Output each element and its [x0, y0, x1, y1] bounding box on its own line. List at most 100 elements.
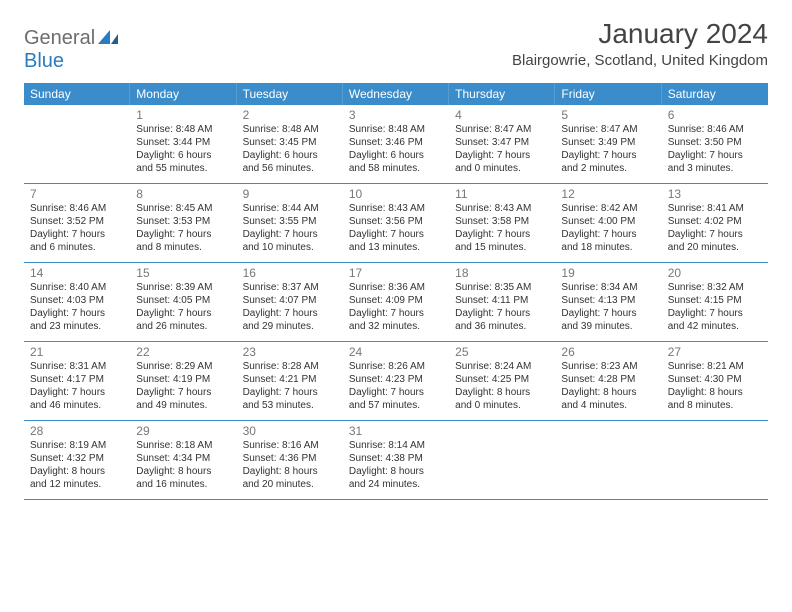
daylight-text: Daylight: 8 hours and 8 minutes.	[668, 387, 762, 413]
sunset-text: Sunset: 4:17 PM	[30, 374, 124, 387]
daylight-text: Daylight: 8 hours and 0 minutes.	[455, 387, 549, 413]
daylight-text: Daylight: 7 hours and 26 minutes.	[136, 308, 230, 334]
sunset-text: Sunset: 4:23 PM	[349, 374, 443, 387]
calendar-cell: 24Sunrise: 8:26 AMSunset: 4:23 PMDayligh…	[343, 342, 449, 420]
page-title: January 2024	[512, 18, 768, 50]
sunset-text: Sunset: 3:45 PM	[243, 137, 337, 150]
weeks-container: 1Sunrise: 8:48 AMSunset: 3:44 PMDaylight…	[24, 105, 768, 500]
sunset-text: Sunset: 4:36 PM	[243, 453, 337, 466]
sunrise-text: Sunrise: 8:48 AM	[243, 124, 337, 137]
calendar-cell: 27Sunrise: 8:21 AMSunset: 4:30 PMDayligh…	[662, 342, 768, 420]
sunset-text: Sunset: 4:28 PM	[561, 374, 655, 387]
day-number: 8	[136, 187, 230, 202]
sunset-text: Sunset: 3:58 PM	[455, 216, 549, 229]
sunset-text: Sunset: 4:11 PM	[455, 295, 549, 308]
day-number: 28	[30, 424, 124, 439]
sunrise-text: Sunrise: 8:37 AM	[243, 282, 337, 295]
day-number: 3	[349, 108, 443, 123]
daylight-text: Daylight: 8 hours and 16 minutes.	[136, 466, 230, 492]
calendar-cell	[662, 421, 768, 499]
day-number: 17	[349, 266, 443, 281]
day-number: 1	[136, 108, 230, 123]
daylight-text: Daylight: 7 hours and 13 minutes.	[349, 229, 443, 255]
day-number: 23	[243, 345, 337, 360]
calendar-cell: 29Sunrise: 8:18 AMSunset: 4:34 PMDayligh…	[130, 421, 236, 499]
sunrise-text: Sunrise: 8:40 AM	[30, 282, 124, 295]
sunrise-text: Sunrise: 8:26 AM	[349, 361, 443, 374]
sunrise-text: Sunrise: 8:36 AM	[349, 282, 443, 295]
sunset-text: Sunset: 4:15 PM	[668, 295, 762, 308]
daylight-text: Daylight: 8 hours and 24 minutes.	[349, 466, 443, 492]
sunset-text: Sunset: 4:25 PM	[455, 374, 549, 387]
sunrise-text: Sunrise: 8:48 AM	[136, 124, 230, 137]
day-number: 18	[455, 266, 549, 281]
calendar-cell: 5Sunrise: 8:47 AMSunset: 3:49 PMDaylight…	[555, 105, 661, 183]
sunrise-text: Sunrise: 8:48 AM	[349, 124, 443, 137]
sunrise-text: Sunrise: 8:43 AM	[455, 203, 549, 216]
calendar-cell: 28Sunrise: 8:19 AMSunset: 4:32 PMDayligh…	[24, 421, 130, 499]
daylight-text: Daylight: 7 hours and 39 minutes.	[561, 308, 655, 334]
sunset-text: Sunset: 3:49 PM	[561, 137, 655, 150]
daylight-text: Daylight: 7 hours and 32 minutes.	[349, 308, 443, 334]
day-number: 19	[561, 266, 655, 281]
calendar-cell	[24, 105, 130, 183]
sunset-text: Sunset: 4:21 PM	[243, 374, 337, 387]
day-header-wednesday: Wednesday	[343, 83, 449, 105]
sunrise-text: Sunrise: 8:31 AM	[30, 361, 124, 374]
calendar-cell: 14Sunrise: 8:40 AMSunset: 4:03 PMDayligh…	[24, 263, 130, 341]
daylight-text: Daylight: 8 hours and 20 minutes.	[243, 466, 337, 492]
sunrise-text: Sunrise: 8:34 AM	[561, 282, 655, 295]
sunrise-text: Sunrise: 8:45 AM	[136, 203, 230, 216]
day-number: 9	[243, 187, 337, 202]
sunrise-text: Sunrise: 8:16 AM	[243, 440, 337, 453]
sunset-text: Sunset: 3:52 PM	[30, 216, 124, 229]
week-row: 14Sunrise: 8:40 AMSunset: 4:03 PMDayligh…	[24, 263, 768, 342]
sunset-text: Sunset: 4:13 PM	[561, 295, 655, 308]
calendar-cell: 12Sunrise: 8:42 AMSunset: 4:00 PMDayligh…	[555, 184, 661, 262]
daylight-text: Daylight: 7 hours and 6 minutes.	[30, 229, 124, 255]
calendar-cell: 9Sunrise: 8:44 AMSunset: 3:55 PMDaylight…	[237, 184, 343, 262]
sunrise-text: Sunrise: 8:21 AM	[668, 361, 762, 374]
calendar-cell: 25Sunrise: 8:24 AMSunset: 4:25 PMDayligh…	[449, 342, 555, 420]
sunrise-text: Sunrise: 8:41 AM	[668, 203, 762, 216]
daylight-text: Daylight: 6 hours and 58 minutes.	[349, 150, 443, 176]
day-number: 31	[349, 424, 443, 439]
day-number: 11	[455, 187, 549, 202]
sunset-text: Sunset: 3:50 PM	[668, 137, 762, 150]
sunset-text: Sunset: 3:53 PM	[136, 216, 230, 229]
calendar-cell: 11Sunrise: 8:43 AMSunset: 3:58 PMDayligh…	[449, 184, 555, 262]
sunset-text: Sunset: 4:34 PM	[136, 453, 230, 466]
sunset-text: Sunset: 3:44 PM	[136, 137, 230, 150]
week-row: 28Sunrise: 8:19 AMSunset: 4:32 PMDayligh…	[24, 421, 768, 500]
logo: General Blue	[24, 18, 118, 73]
sunset-text: Sunset: 4:07 PM	[243, 295, 337, 308]
day-number: 4	[455, 108, 549, 123]
calendar-cell: 20Sunrise: 8:32 AMSunset: 4:15 PMDayligh…	[662, 263, 768, 341]
sunrise-text: Sunrise: 8:44 AM	[243, 203, 337, 216]
daylight-text: Daylight: 7 hours and 46 minutes.	[30, 387, 124, 413]
daylight-text: Daylight: 7 hours and 8 minutes.	[136, 229, 230, 255]
sunset-text: Sunset: 4:32 PM	[30, 453, 124, 466]
calendar-cell: 7Sunrise: 8:46 AMSunset: 3:52 PMDaylight…	[24, 184, 130, 262]
daylight-text: Daylight: 7 hours and 10 minutes.	[243, 229, 337, 255]
sunrise-text: Sunrise: 8:46 AM	[30, 203, 124, 216]
sunset-text: Sunset: 4:00 PM	[561, 216, 655, 229]
day-number: 30	[243, 424, 337, 439]
calendar-cell: 2Sunrise: 8:48 AMSunset: 3:45 PMDaylight…	[237, 105, 343, 183]
calendar-cell: 6Sunrise: 8:46 AMSunset: 3:50 PMDaylight…	[662, 105, 768, 183]
sunset-text: Sunset: 4:19 PM	[136, 374, 230, 387]
day-number: 22	[136, 345, 230, 360]
sunset-text: Sunset: 4:03 PM	[30, 295, 124, 308]
day-number: 7	[30, 187, 124, 202]
sunrise-text: Sunrise: 8:24 AM	[455, 361, 549, 374]
daylight-text: Daylight: 7 hours and 15 minutes.	[455, 229, 549, 255]
sunrise-text: Sunrise: 8:32 AM	[668, 282, 762, 295]
daylight-text: Daylight: 7 hours and 18 minutes.	[561, 229, 655, 255]
sunset-text: Sunset: 4:09 PM	[349, 295, 443, 308]
title-block: January 2024 Blairgowrie, Scotland, Unit…	[512, 18, 768, 69]
sunset-text: Sunset: 3:47 PM	[455, 137, 549, 150]
sunset-text: Sunset: 4:38 PM	[349, 453, 443, 466]
daylight-text: Daylight: 8 hours and 4 minutes.	[561, 387, 655, 413]
daylight-text: Daylight: 7 hours and 53 minutes.	[243, 387, 337, 413]
sunset-text: Sunset: 4:30 PM	[668, 374, 762, 387]
